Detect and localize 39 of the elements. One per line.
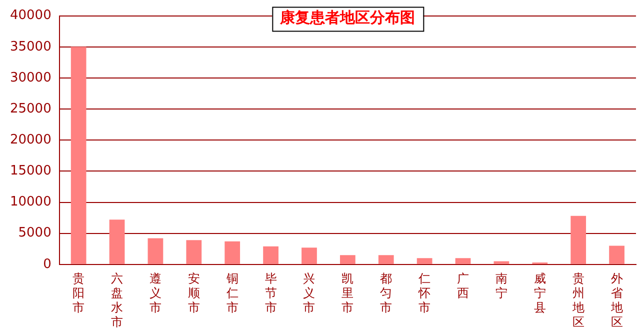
x-tick-label: 遵义市 — [149, 272, 162, 315]
x-tick-label: 毕节市 — [264, 272, 277, 315]
x-tick-label: 广西 — [457, 272, 470, 300]
x-tick-label: 铜仁市 — [225, 272, 238, 315]
bar — [455, 258, 471, 264]
bar — [224, 241, 240, 264]
y-tick-label: 40000 — [10, 8, 52, 24]
y-tick-label: 30000 — [10, 70, 52, 86]
bar — [263, 246, 278, 264]
x-tick-label: 外省地区 — [610, 272, 623, 329]
y-tick-label: 15000 — [10, 164, 52, 179]
x-tick-label: 仁怀市 — [418, 272, 431, 315]
x-tick-label: 凯里市 — [342, 272, 354, 315]
x-tick-label: 兴义市 — [303, 272, 316, 315]
bar — [109, 220, 125, 264]
bar — [378, 255, 394, 264]
x-tick-label: 威宁县 — [534, 272, 546, 315]
chart-title: 康复患者地区分布图 — [279, 8, 416, 27]
bar — [186, 240, 202, 264]
y-tick-label: 35000 — [10, 39, 52, 54]
x-tick-label: 都匀市 — [380, 272, 392, 315]
bar — [416, 258, 432, 264]
bar — [570, 216, 586, 264]
y-tick-label: 20000 — [10, 132, 52, 148]
y-tick-label: 25000 — [10, 101, 52, 116]
bar — [302, 248, 317, 264]
x-tick-label: 贵阳市 — [72, 272, 85, 315]
x-tick-label: 六盘水市 — [111, 272, 124, 329]
y-tick-label: 5000 — [18, 226, 52, 241]
bar — [609, 246, 624, 264]
bar — [340, 255, 356, 264]
y-tick-label: 0 — [43, 256, 52, 272]
bar — [148, 238, 164, 264]
x-tick-label: 安顺市 — [188, 272, 200, 315]
y-tick-label: 10000 — [10, 194, 52, 210]
x-tick-label: 南宁 — [495, 272, 508, 300]
x-tick-label: 贵州地区 — [571, 272, 584, 329]
bar — [70, 46, 86, 264]
bar — [494, 261, 510, 264]
